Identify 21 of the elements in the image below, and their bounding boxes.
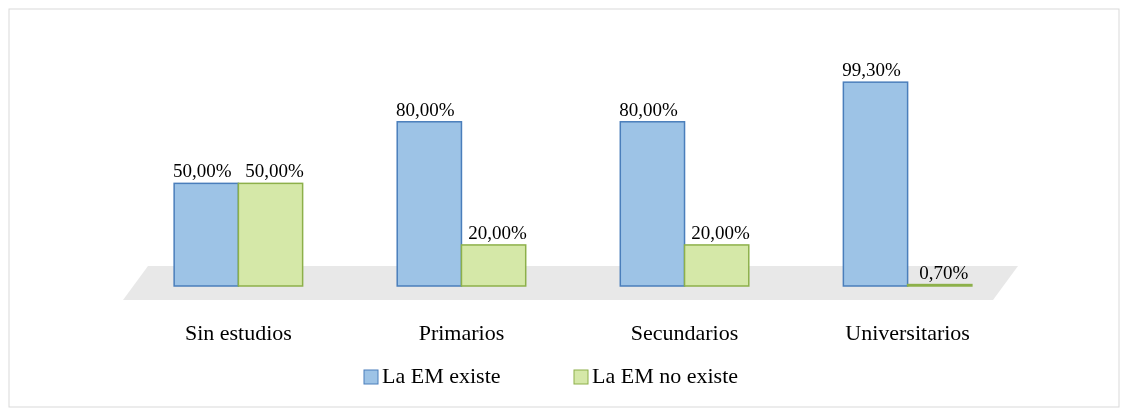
data-label: 20,00% — [691, 221, 751, 243]
bar — [460, 244, 527, 287]
bar — [683, 244, 750, 287]
legend-label: La EM existe — [382, 363, 501, 388]
bar — [396, 121, 463, 287]
bar — [237, 182, 304, 287]
x-tick-label: Primarios — [418, 320, 505, 345]
bar — [842, 81, 909, 287]
data-label: 80,00% — [396, 98, 455, 120]
data-label: 20,00% — [468, 221, 528, 243]
x-tick-label: Sin estudios — [184, 320, 292, 345]
data-label: 99,30% — [842, 59, 901, 81]
bar — [619, 121, 686, 287]
bar — [173, 182, 240, 287]
data-label: 80,00% — [619, 98, 678, 120]
legend-label: La EM no existe — [592, 363, 739, 388]
x-tick-label: Secundarios — [630, 320, 739, 345]
x-tick-label: Universitarios — [845, 320, 970, 345]
data-label: 50,00% — [245, 160, 304, 182]
data-label: 50,00% — [172, 160, 232, 182]
data-label: 0,70% — [919, 261, 969, 283]
